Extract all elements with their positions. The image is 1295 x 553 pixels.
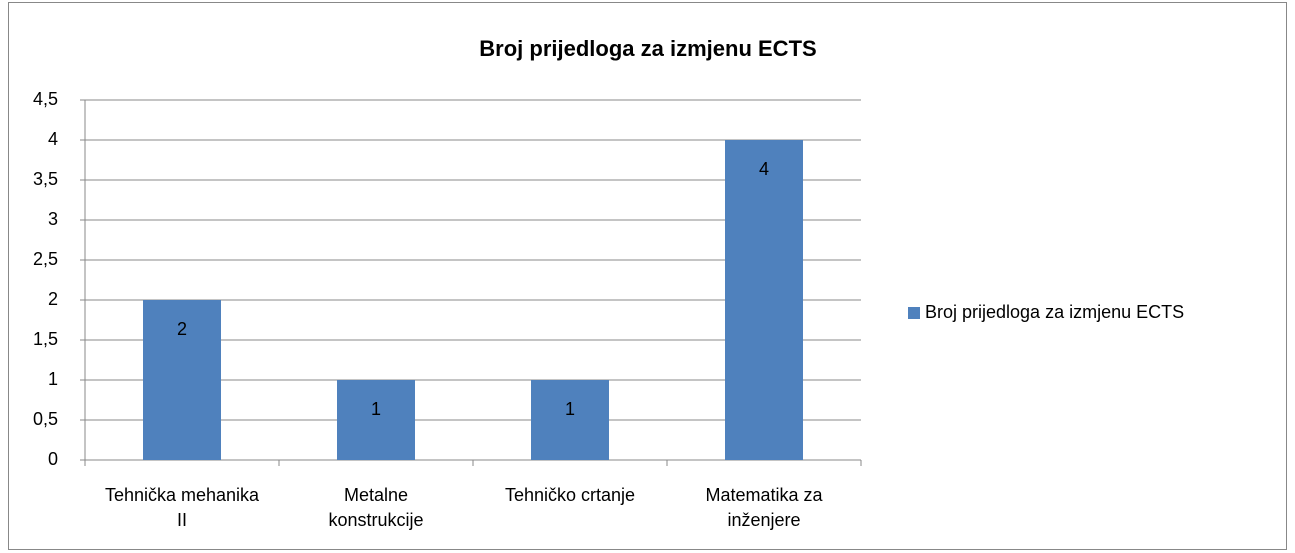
data-label: 1 bbox=[371, 399, 381, 419]
y-tick-label: 0,5 bbox=[33, 409, 58, 429]
chart-border bbox=[8, 2, 1287, 550]
y-tick-label: 3 bbox=[48, 209, 58, 229]
bar bbox=[531, 380, 609, 460]
y-tick-label: 4 bbox=[48, 129, 58, 149]
y-tick-label: 2 bbox=[48, 289, 58, 309]
x-tick-label: Tehničko crtanje bbox=[504, 485, 636, 505]
legend-label: Broj prijedloga za izmjenu ECTS bbox=[925, 302, 1184, 322]
x-tick-label: Matematika za inženjere bbox=[705, 485, 823, 530]
y-tick-label: 3,5 bbox=[33, 169, 58, 189]
bar bbox=[143, 300, 221, 460]
x-tick-label: Tehnička mehanika II bbox=[104, 485, 260, 530]
legend-swatch bbox=[908, 307, 920, 319]
data-label: 4 bbox=[759, 159, 769, 179]
bar bbox=[337, 380, 415, 460]
y-tick-label: 4,5 bbox=[33, 89, 58, 109]
x-tick-label: Metalne konstrukcije bbox=[328, 485, 424, 530]
data-label: 1 bbox=[565, 399, 575, 419]
bar bbox=[725, 140, 803, 460]
data-label: 2 bbox=[177, 319, 187, 339]
y-tick-label: 0 bbox=[48, 449, 58, 469]
chart-title: Broj prijedloga za izmjenu ECTS bbox=[479, 36, 816, 61]
y-tick-label: 1,5 bbox=[33, 329, 58, 349]
y-tick-label: 1 bbox=[48, 369, 58, 389]
y-tick-label: 2,5 bbox=[33, 249, 58, 269]
